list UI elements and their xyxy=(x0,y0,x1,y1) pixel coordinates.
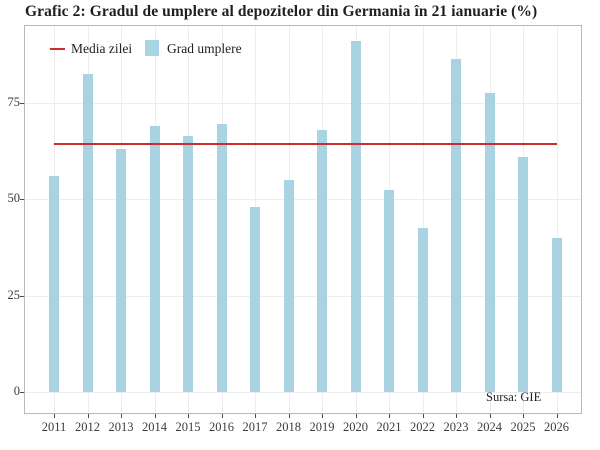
bar-2020 xyxy=(350,41,361,392)
x-tick-label-2022: 2022 xyxy=(410,420,435,434)
x-tick-mark-2024 xyxy=(489,414,491,418)
x-tick-label-2016: 2016 xyxy=(209,420,234,434)
gridline-horizontal-0 xyxy=(25,392,581,393)
y-tick-mark-50 xyxy=(20,199,24,201)
x-tick-label-2013: 2013 xyxy=(108,420,134,434)
x-tick-mark-2020 xyxy=(355,414,357,418)
gridline-horizontal-50 xyxy=(25,199,581,201)
x-tick-mark-2026 xyxy=(556,414,558,418)
bar-2025 xyxy=(518,156,528,392)
x-tick-label-2012: 2012 xyxy=(75,420,100,434)
x-tick-label-2026: 2026 xyxy=(544,420,569,434)
bar-2022 xyxy=(417,228,428,392)
legend-average-line-swatch xyxy=(50,48,65,50)
x-tick-label-2018: 2018 xyxy=(276,420,301,434)
bar-2017 xyxy=(250,207,260,392)
bar-2012 xyxy=(82,74,93,392)
x-tick-mark-2014 xyxy=(154,414,156,418)
average-line xyxy=(54,143,557,146)
y-tick-label-25: 25 xyxy=(7,287,21,302)
x-tick-label-2014: 2014 xyxy=(142,420,167,434)
x-tick-mark-2012 xyxy=(87,414,89,418)
x-tick-label-2025: 2025 xyxy=(510,420,536,434)
x-tick-mark-2015 xyxy=(188,414,189,418)
bar-2024 xyxy=(484,93,495,392)
source-note: Sursa: GIE xyxy=(486,390,542,404)
x-tick-label-2017: 2017 xyxy=(242,420,268,434)
chart-title: Grafic 2: Gradul de umplere al depozitel… xyxy=(25,3,538,20)
gridline-vertical-2022 xyxy=(422,26,424,413)
gridline-horizontal-25 xyxy=(25,295,581,297)
bar-2014 xyxy=(149,126,160,392)
bar-2016 xyxy=(216,124,227,392)
bar-2011 xyxy=(49,176,59,392)
plot-area xyxy=(24,25,582,414)
y-tick-label-0: 0 xyxy=(13,384,20,398)
bar-2013 xyxy=(116,149,126,392)
x-tick-label-2020: 2020 xyxy=(343,420,368,434)
x-tick-mark-2017 xyxy=(255,414,256,418)
x-tick-mark-2011 xyxy=(54,414,55,418)
y-tick-label-50: 50 xyxy=(7,191,21,206)
bar-2018 xyxy=(283,180,294,392)
legend-bar-swatch xyxy=(145,40,159,56)
x-tick-mark-2023 xyxy=(456,414,457,418)
x-tick-mark-2019 xyxy=(322,414,323,418)
y-tick-mark-75 xyxy=(20,103,24,105)
legend-average-label: Media zilei xyxy=(71,41,133,56)
x-tick-mark-2013 xyxy=(121,414,122,418)
x-tick-mark-2018 xyxy=(288,414,290,418)
x-tick-label-2011: 2011 xyxy=(41,420,67,434)
gridline-horizontal-75 xyxy=(25,103,581,105)
x-tick-label-2024: 2024 xyxy=(477,420,502,434)
bar-2026 xyxy=(551,237,562,392)
x-tick-mark-2021 xyxy=(389,414,390,418)
x-tick-label-2021: 2021 xyxy=(376,420,402,434)
x-tick-label-2015: 2015 xyxy=(175,420,201,434)
x-tick-mark-2025 xyxy=(523,414,524,418)
y-tick-mark-0 xyxy=(20,392,24,393)
x-tick-label-2019: 2019 xyxy=(309,420,335,434)
y-tick-label-75: 75 xyxy=(7,95,21,110)
bar-2021 xyxy=(384,189,394,392)
x-tick-mark-2016 xyxy=(221,414,223,418)
x-tick-mark-2022 xyxy=(422,414,424,418)
bar-2019 xyxy=(317,129,327,392)
bar-2015 xyxy=(183,135,193,392)
x-tick-label-2023: 2023 xyxy=(443,420,469,434)
gridline-vertical-2026 xyxy=(556,26,558,413)
bar-2023 xyxy=(451,58,461,392)
legend-bars-label: Grad umplere xyxy=(167,41,242,56)
y-tick-mark-25 xyxy=(20,295,24,297)
